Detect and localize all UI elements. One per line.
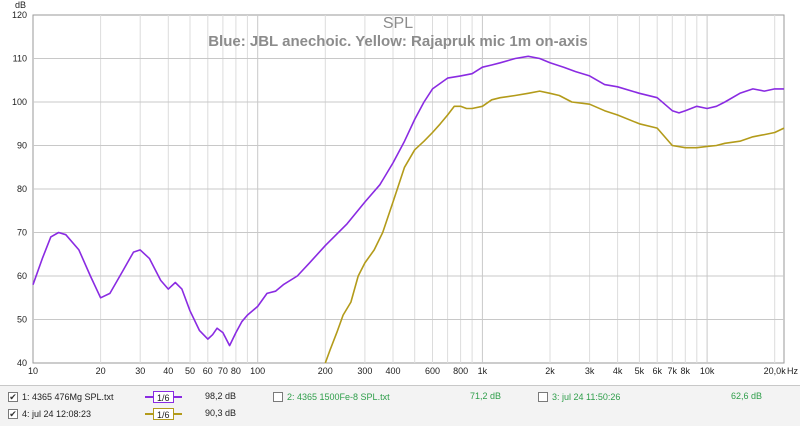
y-tick-label: 50 xyxy=(17,315,27,325)
x-tick-label: 80 xyxy=(231,366,241,376)
x-tick-label: 8k xyxy=(681,366,691,376)
legend-label-3: 3: jul 24 11:50:26 xyxy=(552,392,621,402)
legend-label-2: 2: 4365 1500Fe-8 SPL.txt xyxy=(287,392,390,402)
x-tick-label: 50 xyxy=(185,366,195,376)
y-tick-label: 40 xyxy=(17,358,27,368)
series-color-swatch-1b xyxy=(173,396,182,398)
x-tick-label: 800 xyxy=(453,366,468,376)
x-tick-label: 200 xyxy=(318,366,333,376)
series-color-swatch-4b xyxy=(173,413,182,415)
x-tick-label: 300 xyxy=(357,366,372,376)
y-axis-label: dB xyxy=(15,0,26,10)
y-tick-label: 100 xyxy=(12,97,27,107)
legend-value-2: 71,2 dB xyxy=(470,391,502,401)
legend-label-1: 1: 4365 476Mg SPL.txt xyxy=(22,392,114,402)
legend-checkbox-2[interactable] xyxy=(273,392,283,402)
x-tick-label: 20 xyxy=(96,366,106,376)
series-line-1 xyxy=(32,55,784,347)
smoothing-value-4[interactable]: 1/6 xyxy=(153,408,174,420)
chart-subtitle: Blue: JBL anechoic. Yellow: Rajapruk mic… xyxy=(208,33,588,50)
x-axis-unit: Hz xyxy=(787,366,798,376)
series-color-swatch-4 xyxy=(145,413,153,415)
x-tick-label: 30 xyxy=(135,366,145,376)
x-tick-label: 7k xyxy=(668,366,678,376)
y-tick-label: 70 xyxy=(17,228,27,238)
chart-title: SPL xyxy=(383,15,413,32)
y-tick-label: 120 xyxy=(12,10,27,20)
legend-value-1: 98,2 dB xyxy=(205,391,237,401)
legend-panel: ✔ 1: 4365 476Mg SPL.txt 1/6 98,2 dB 2: 4… xyxy=(0,385,800,426)
legend-value-4: 90,3 dB xyxy=(205,408,237,418)
x-tick-label: 1k xyxy=(478,366,488,376)
y-tick-labels: 40 50 60 70 80 90 100 110 120 xyxy=(12,10,27,368)
x-tick-label: 2k xyxy=(545,366,555,376)
x-tick-label: 10k xyxy=(700,366,715,376)
y-tick-label: 80 xyxy=(17,184,27,194)
legend-label-4: 4: jul 24 12:08:23 xyxy=(22,409,92,419)
smoothing-control-4[interactable]: 1/6 xyxy=(145,406,182,422)
x-tick-label: 40 xyxy=(163,366,173,376)
legend-checkbox-4[interactable]: ✔ xyxy=(8,408,18,419)
x-tick-label: 5k xyxy=(635,366,645,376)
smoothing-control-1[interactable]: 1/6 xyxy=(145,389,182,405)
legend-item-4[interactable]: ✔ 4: jul 24 12:08:23 xyxy=(8,406,91,422)
legend-item-1[interactable]: ✔ 1: 4365 476Mg SPL.txt xyxy=(8,389,114,405)
x-tick-labels: 10 20 30 40 50 60 70 80 100 200 300 400 600 800 1k 2k 3k… xyxy=(28,366,786,376)
legend-item-3[interactable]: 3: jul 24 11:50:26 xyxy=(538,389,620,405)
x-tick-label: 400 xyxy=(385,366,400,376)
x-tick-label: 20,0k xyxy=(764,366,787,376)
grid xyxy=(33,15,784,363)
x-tick-label: 10 xyxy=(28,366,38,376)
y-tick-label: 90 xyxy=(17,141,27,151)
y-tick-label: 110 xyxy=(13,54,27,64)
x-tick-label: 600 xyxy=(425,366,440,376)
x-tick-label: 100 xyxy=(250,366,265,376)
legend-item-2[interactable]: 2: 4365 1500Fe-8 SPL.txt xyxy=(273,389,390,405)
series-layer xyxy=(32,55,785,364)
series-line-2 xyxy=(324,90,785,364)
series-color-swatch-1 xyxy=(145,396,153,398)
x-tick-label: 6k xyxy=(652,366,662,376)
x-tick-label: 3k xyxy=(585,366,595,376)
legend-value-3: 62,6 dB xyxy=(731,391,763,401)
x-tick-label: 70 xyxy=(218,366,228,376)
smoothing-value-1[interactable]: 1/6 xyxy=(153,391,174,403)
x-tick-label: 60 xyxy=(203,366,213,376)
legend-checkbox-1[interactable]: ✔ xyxy=(8,391,18,402)
y-tick-label: 60 xyxy=(17,271,27,281)
x-tick-label: 4k xyxy=(613,366,623,376)
legend-checkbox-3[interactable] xyxy=(538,392,548,402)
